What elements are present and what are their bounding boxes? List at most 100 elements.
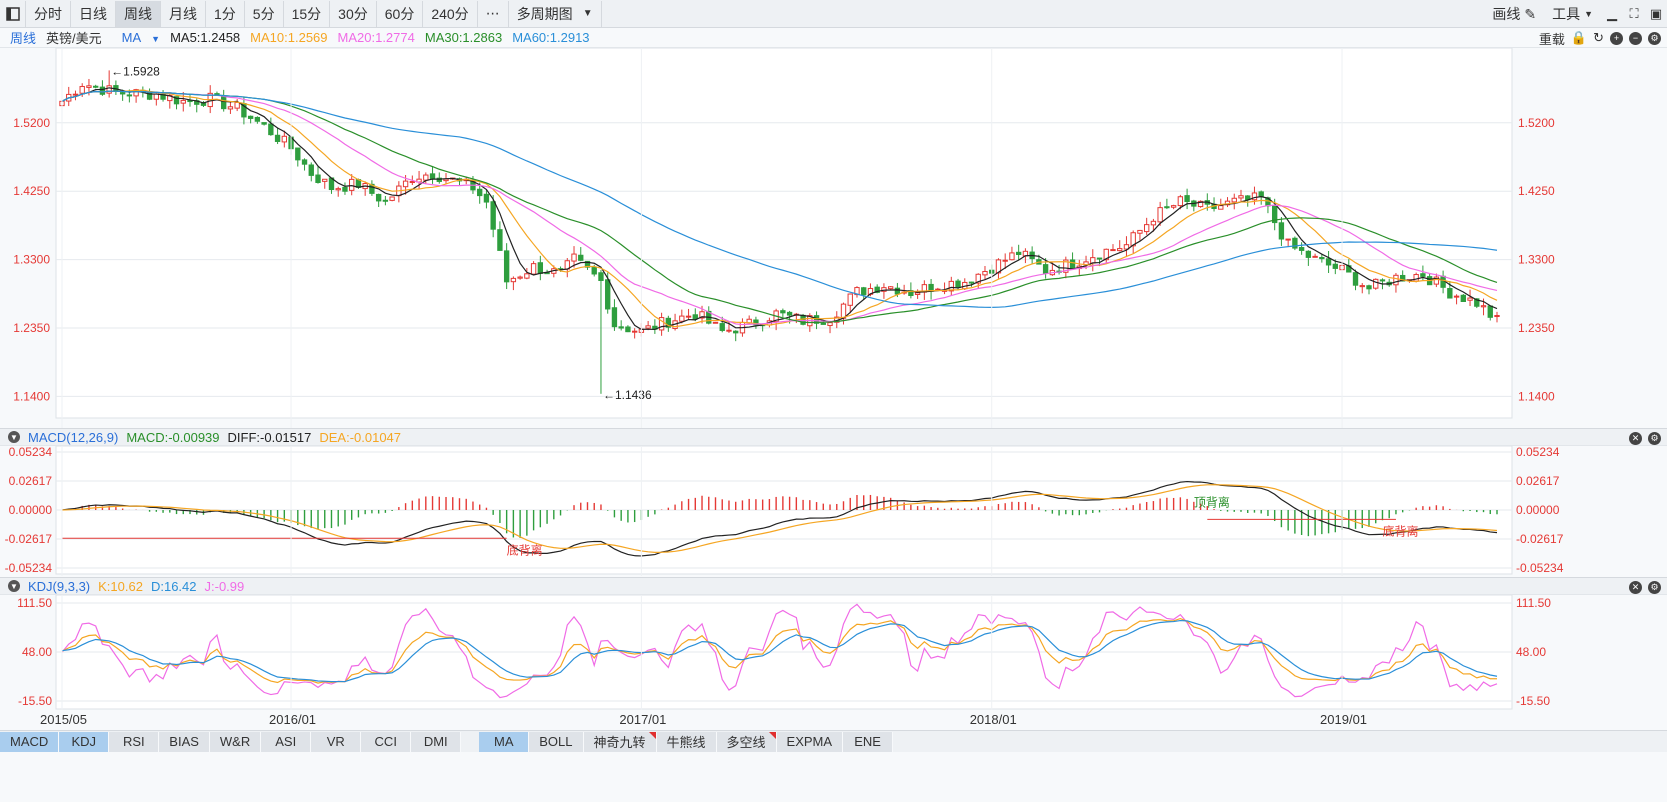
candle-body	[571, 253, 577, 262]
candle-body	[975, 273, 981, 284]
indicator-button-indicators_right-5[interactable]: EXPMA	[776, 731, 844, 752]
candle-body	[658, 317, 665, 331]
fullscreen-icon[interactable]: ⛶	[1629, 6, 1639, 21]
candle-body	[530, 263, 537, 275]
candle-body	[982, 271, 988, 276]
candle-body	[490, 201, 496, 230]
candle-body	[584, 260, 591, 268]
candle-body	[894, 287, 901, 295]
candle-body	[133, 89, 139, 97]
collapse-icon[interactable]: ▼	[8, 580, 20, 592]
candle-body	[483, 193, 490, 203]
indicator-button-indicators_left-7[interactable]: CCI	[361, 731, 412, 752]
indicator-button-indicators_left-6[interactable]: VR	[311, 731, 362, 752]
period-button-4[interactable]: 1分	[206, 0, 245, 27]
candle-body	[1440, 275, 1446, 288]
period-button-7[interactable]: 30分	[330, 0, 377, 27]
indicator-select[interactable]: MA ▼	[112, 30, 160, 45]
draw-line-button[interactable]: 画线 ✎	[1484, 4, 1544, 24]
period-button-0[interactable]: 分时	[26, 0, 71, 27]
tools-button[interactable]: 工具 ▼	[1544, 4, 1601, 24]
reset-button[interactable]: 重载	[1538, 31, 1565, 47]
candle-body	[1352, 272, 1359, 286]
candle-body	[106, 85, 112, 94]
indicator-button-indicators_left-8[interactable]: DMI	[411, 731, 462, 752]
close-icon[interactable]: ✕	[1629, 431, 1642, 445]
period-button-8[interactable]: 60分	[377, 0, 424, 27]
candle-body	[1447, 288, 1453, 299]
candle-body	[598, 272, 604, 281]
y-tick-right: 0.05234	[1516, 446, 1560, 459]
indicator-button-indicators_right-4[interactable]: 多空线	[716, 731, 777, 752]
candle-body	[409, 181, 416, 184]
ma60-value: MA60:1.2913	[512, 30, 590, 45]
indicator-button-indicators_left-5[interactable]: ASI	[261, 731, 312, 752]
candle-body	[369, 183, 375, 194]
lock-icon[interactable]: 🔒	[1570, 30, 1588, 45]
refresh-icon[interactable]: ↻	[1593, 30, 1604, 45]
candle-body	[1170, 205, 1177, 208]
indicator-button-indicators_left-4[interactable]: W&R	[209, 731, 262, 752]
tools-label: 工具	[1552, 6, 1581, 22]
candle-body	[1400, 274, 1406, 282]
settings-gear-icon[interactable]: ⚙	[1648, 31, 1661, 45]
collapse-icon[interactable]: ▼	[8, 431, 20, 443]
ma-info-bar: 周线 英镑/美元 MA ▼ MA5:1.2458 MA10:1.2569 MA20…	[0, 28, 1667, 48]
indicator-button-indicators_left-2[interactable]: RSI	[109, 731, 160, 752]
k-line	[61, 617, 1498, 684]
candle-body	[173, 96, 180, 105]
candle-body	[1042, 264, 1049, 274]
close-icon[interactable]: ✕	[1629, 580, 1642, 594]
candle-body	[712, 321, 719, 324]
candle-body	[1312, 255, 1318, 258]
candle-body	[1164, 206, 1170, 209]
kdj-chart[interactable]: 111.50 111.50 48.00 48.00 -15.50 -15.50	[0, 595, 1667, 710]
zoom-in-icon[interactable]: +	[1610, 31, 1623, 45]
candle-body	[1069, 259, 1076, 270]
window-icon[interactable]: ▣	[1649, 6, 1663, 21]
indicator-button-indicators_left-0[interactable]: MACD	[0, 731, 60, 752]
candle-body	[436, 177, 442, 182]
indicator-button-indicators_left-3[interactable]: BIAS	[159, 731, 210, 752]
indicator-label: EXPMA	[786, 734, 833, 749]
x-tick-label: 2017/01	[619, 712, 667, 727]
multi-period-dropdown[interactable]: 多周期图 ▼	[509, 0, 602, 27]
candle-body	[1433, 276, 1440, 285]
x-tick-label: 2019/01	[1320, 712, 1368, 727]
diff-value: DIFF:-0.01517	[227, 429, 312, 445]
indicator-button-indicators_right-1[interactable]: BOLL	[529, 731, 584, 752]
settings-gear-icon[interactable]: ⚙	[1648, 580, 1661, 594]
zoom-out-icon[interactable]: −	[1629, 31, 1642, 45]
period-button-3[interactable]: 月线	[161, 0, 206, 27]
y-tick-right: 1.2350	[1518, 321, 1555, 335]
panel-toggle-icon[interactable]	[0, 0, 26, 27]
ma20-line	[61, 90, 1498, 326]
price-chart[interactable]: 1.5200 1.5200 1.4250 1.4250 1.3300 1.3300 1.23…	[0, 48, 1667, 428]
indicator-button-indicators_right-6[interactable]: ENE	[843, 731, 894, 752]
period-button-9[interactable]: 240分	[423, 0, 478, 27]
indicator-label: 神奇九转	[593, 735, 646, 750]
y-tick-right: 1.5200	[1518, 116, 1555, 130]
period-button-1[interactable]: 日线	[71, 0, 116, 27]
settings-gear-icon[interactable]: ⚙	[1648, 431, 1661, 445]
candle-body	[315, 174, 321, 183]
period-button-6[interactable]: 15分	[284, 0, 331, 27]
candle-body	[1278, 222, 1285, 240]
candle-body	[537, 262, 544, 274]
candle-body	[1298, 247, 1305, 251]
indicator-button-indicators_right-2[interactable]: 神奇九转	[583, 731, 657, 752]
flag-icon	[648, 731, 656, 739]
period-button-2[interactable]: 周线	[116, 0, 161, 27]
minimize-icon[interactable]: ▁	[1607, 6, 1617, 21]
candle-body	[786, 311, 793, 316]
macd-chart[interactable]: 0.05234 0.05234 0.02617 0.02617 0.00000 0.000…	[0, 446, 1667, 576]
candle-body	[227, 106, 234, 110]
candle-body	[1238, 195, 1244, 199]
candle-body	[692, 314, 698, 320]
period-button-5[interactable]: 5分	[245, 0, 284, 27]
more-button[interactable]: ⋯	[478, 0, 509, 27]
indicator-button-indicators_right-3[interactable]: 牛熊线	[656, 731, 717, 752]
indicator-button-indicators_right-0[interactable]: MA	[479, 731, 530, 752]
indicator-button-indicators_left-1[interactable]: KDJ	[59, 731, 110, 752]
candle-body	[429, 173, 436, 180]
